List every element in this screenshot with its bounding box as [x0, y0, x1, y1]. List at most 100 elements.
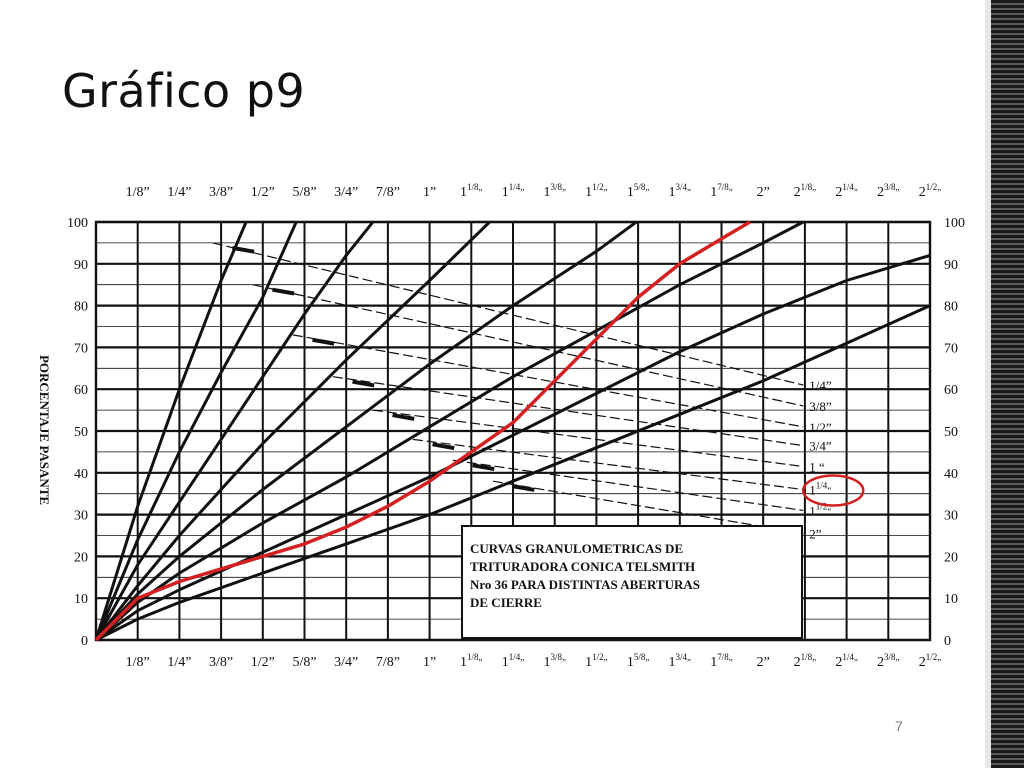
- top-x-tick-label: 11/8„: [460, 182, 483, 200]
- bottom-x-tick-label: 7/8”: [376, 655, 400, 670]
- bottom-x-tick-label: 13/8„: [543, 652, 566, 670]
- setting-label: 1 “: [809, 460, 825, 475]
- y-axis-title: PORCENTAJE PASANTE: [37, 355, 52, 505]
- curve-line-3: [94, 221, 375, 641]
- setting-marker: [272, 287, 295, 296]
- setting-reference-line: [332, 376, 804, 447]
- left-y-axis: 0 10 20 30 40 50 60 70 80 90 100: [67, 216, 88, 649]
- top-x-tick-label: 15/8„: [627, 182, 650, 200]
- bottom-x-tick-label: 21/2„: [919, 652, 942, 670]
- right-y-tick-label: 70: [944, 341, 958, 356]
- annotation-box: CURVAS GRANULOMETRICAS DE TRITURADORA CON…: [461, 525, 803, 639]
- bottom-x-tick-label: 3/8”: [209, 655, 233, 670]
- left-y-tick-label: 0: [81, 634, 88, 649]
- curve-line-2: [94, 221, 298, 641]
- bottom-x-tick-label: 15/8„: [627, 652, 650, 670]
- curve-line-1: [94, 221, 248, 641]
- annotation-line: TRITURADORA CONICA TELSMITH: [470, 559, 695, 574]
- bottom-x-tick-label: 11/2„: [585, 652, 608, 670]
- setting-label: 2”: [809, 526, 822, 541]
- bottom-x-tick-label: 11/4„: [502, 652, 525, 670]
- left-y-tick-label: 100: [67, 216, 88, 231]
- right-y-tick-label: 0: [944, 634, 951, 649]
- setting-marker: [472, 463, 495, 472]
- left-y-tick-label: 30: [74, 509, 88, 524]
- setting-label: 3/4”: [809, 439, 832, 454]
- curve-line-4: [94, 220, 491, 641]
- setting-label: 1/4”: [809, 378, 832, 393]
- setting-reference-line: [212, 242, 804, 386]
- top-x-tick-label: 11/4„: [502, 182, 525, 200]
- top-x-tick-label: 3/4”: [334, 185, 358, 200]
- highlight-circle: [801, 474, 865, 507]
- top-x-tick-label: 5/8”: [292, 185, 316, 200]
- top-x-tick-label: 21/8„: [794, 182, 817, 200]
- setting-reference-line: [252, 284, 804, 407]
- bottom-x-tick-label: 23/8„: [877, 652, 900, 670]
- setting-marker: [392, 413, 415, 421]
- top-x-tick-label: 21/4„: [835, 182, 858, 200]
- right-y-tick-label: 20: [944, 550, 958, 565]
- top-x-tick-label: 17/8„: [710, 182, 733, 200]
- bottom-x-tick-label: 1/2”: [251, 655, 275, 670]
- right-y-tick-label: 30: [944, 509, 958, 524]
- annotation-frame: [461, 525, 803, 639]
- annotation-line: CURVAS GRANULOMETRICAS DE: [470, 541, 683, 556]
- setting-marker: [312, 337, 335, 346]
- setting-reference-line: [492, 480, 804, 535]
- slide-number: 7: [895, 718, 903, 734]
- top-x-tick-label: 1”: [423, 185, 436, 200]
- annotation-line: Nro 36 PARA DISTINTAS ABERTURAS: [470, 577, 700, 592]
- curve-line-5: [94, 220, 638, 642]
- setting-label: 11/4„: [809, 481, 831, 498]
- annotation-line: DE CIERRE: [470, 595, 542, 610]
- top-x-tick-label: 1/4”: [167, 185, 191, 200]
- left-y-tick-label: 60: [74, 383, 88, 398]
- bottom-x-tick-label: 1”: [423, 655, 436, 670]
- top-x-tick-label: 11/2„: [585, 182, 608, 200]
- right-y-tick-label: 60: [944, 383, 958, 398]
- setting-reference-line: [372, 409, 804, 468]
- right-y-tick-label: 90: [944, 258, 958, 273]
- setting-label: 3/8”: [809, 399, 832, 414]
- slide-border-highlight: [985, 0, 991, 768]
- left-y-tick-label: 70: [74, 341, 88, 356]
- right-y-tick-label: 100: [944, 216, 965, 231]
- bottom-x-tick-label: 21/4„: [835, 652, 858, 670]
- top-x-axis: 1/8” 1/4” 3/8” 1/2” 5/8” 3/4” 7/8” 1” 11/8„ 11/4„…: [126, 182, 942, 200]
- closed-side-setting-labels: 1/4” 3/8” 1/2” 3/4” 1 “ 11/4„ 11/2„ 2”: [212, 242, 832, 541]
- top-x-tick-label: 2”: [757, 185, 770, 200]
- curve-line-6: [94, 220, 804, 642]
- top-x-tick-label: 7/8”: [376, 185, 400, 200]
- slide-title: Gráfico p9: [62, 64, 306, 118]
- right-y-tick-label: 10: [944, 592, 958, 607]
- setting-marker: [352, 379, 375, 388]
- setting-label: 11/2„: [809, 501, 831, 518]
- top-x-tick-label: 13/8„: [543, 182, 566, 200]
- granulometric-curves: [94, 220, 931, 642]
- left-y-tick-label: 10: [74, 592, 88, 607]
- left-y-tick-label: 40: [74, 467, 88, 482]
- bottom-x-tick-label: 1/8”: [126, 655, 150, 670]
- top-x-tick-label: 21/2„: [919, 182, 942, 200]
- setting-reference-line: [292, 334, 804, 428]
- left-y-tick-label: 50: [74, 425, 88, 440]
- bottom-x-tick-label: 3/4”: [334, 655, 358, 670]
- slide-border-decoration: [985, 0, 1024, 768]
- highlight-curve: [94, 220, 751, 642]
- setting-marker: [432, 442, 455, 451]
- bottom-x-tick-label: 2”: [757, 655, 770, 670]
- top-x-tick-label: 13/4„: [669, 182, 692, 200]
- right-y-tick-label: 40: [944, 467, 958, 482]
- curve-line-7: [95, 253, 931, 642]
- left-y-tick-label: 90: [74, 258, 88, 273]
- right-y-tick-label: 80: [944, 300, 958, 315]
- right-y-axis: 0 10 20 30 40 50 60 70 80 90 100: [944, 216, 965, 649]
- setting-reference-line: [452, 459, 804, 512]
- highlight-layer: [94, 220, 865, 642]
- bottom-x-tick-label: 5/8”: [292, 655, 316, 670]
- setting-marker: [512, 484, 535, 492]
- bottom-x-tick-label: 17/8„: [710, 652, 733, 670]
- top-x-tick-label: 1/2”: [251, 185, 275, 200]
